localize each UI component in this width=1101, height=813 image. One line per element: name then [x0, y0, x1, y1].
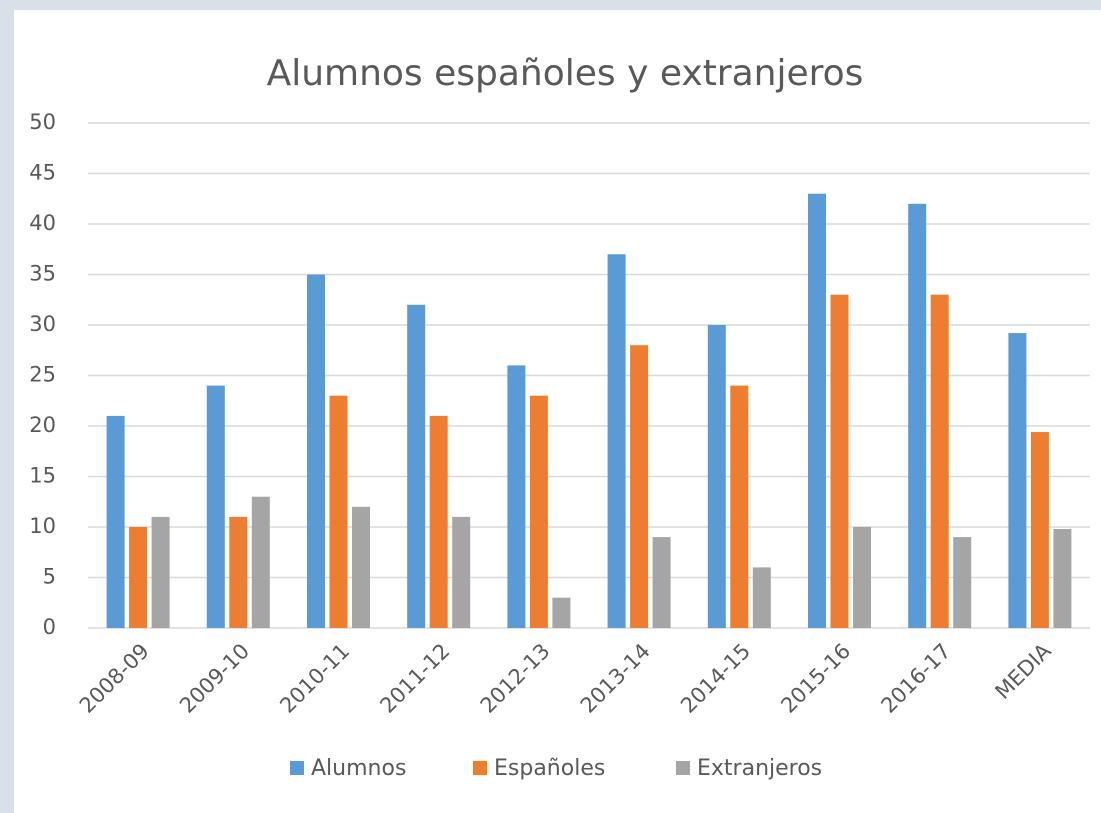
bar	[329, 395, 348, 628]
y-tick-label: 0	[43, 615, 56, 639]
bar	[151, 516, 170, 628]
y-tick-label: 5	[43, 565, 56, 589]
bar	[1030, 432, 1049, 628]
bar	[552, 597, 571, 628]
y-tick-label: 35	[29, 262, 56, 286]
legend-label: Extranjeros	[697, 756, 822, 781]
bar	[630, 345, 649, 628]
bar	[429, 415, 448, 628]
bar	[808, 193, 826, 628]
bar	[129, 527, 148, 628]
y-tick-label: 45	[29, 161, 56, 185]
bar	[730, 385, 749, 628]
y-tick-label: 40	[29, 211, 56, 235]
legend-swatch	[676, 761, 690, 775]
bar	[307, 274, 325, 628]
legend-label: Alumnos	[311, 756, 406, 781]
bar	[607, 254, 626, 629]
bar	[853, 527, 871, 628]
y-tick-label: 20	[29, 413, 56, 437]
bar	[1053, 529, 1072, 628]
bar	[529, 395, 548, 628]
bar	[206, 385, 225, 628]
bar	[953, 537, 972, 628]
legend-swatch	[473, 761, 487, 775]
y-tick-label: 30	[29, 312, 56, 336]
y-tick-label: 15	[29, 464, 56, 488]
bar	[352, 506, 370, 628]
bar	[407, 304, 426, 628]
y-tick-label: 25	[29, 363, 56, 387]
bar	[229, 516, 248, 628]
bar	[830, 294, 849, 628]
y-tick-label: 10	[29, 514, 56, 538]
y-tick-label: 50	[29, 110, 56, 134]
bar	[652, 537, 671, 628]
bar	[452, 516, 471, 628]
bar	[1008, 333, 1027, 628]
bar	[908, 203, 927, 629]
bar	[251, 496, 270, 628]
bar	[507, 365, 526, 628]
bar	[752, 567, 771, 628]
bar	[930, 294, 949, 628]
bar	[707, 325, 726, 628]
legend-swatch	[290, 761, 304, 775]
bar	[106, 415, 125, 628]
chart-title: Alumnos españoles y extranjeros	[267, 53, 864, 94]
legend-label: Españoles	[494, 756, 605, 781]
